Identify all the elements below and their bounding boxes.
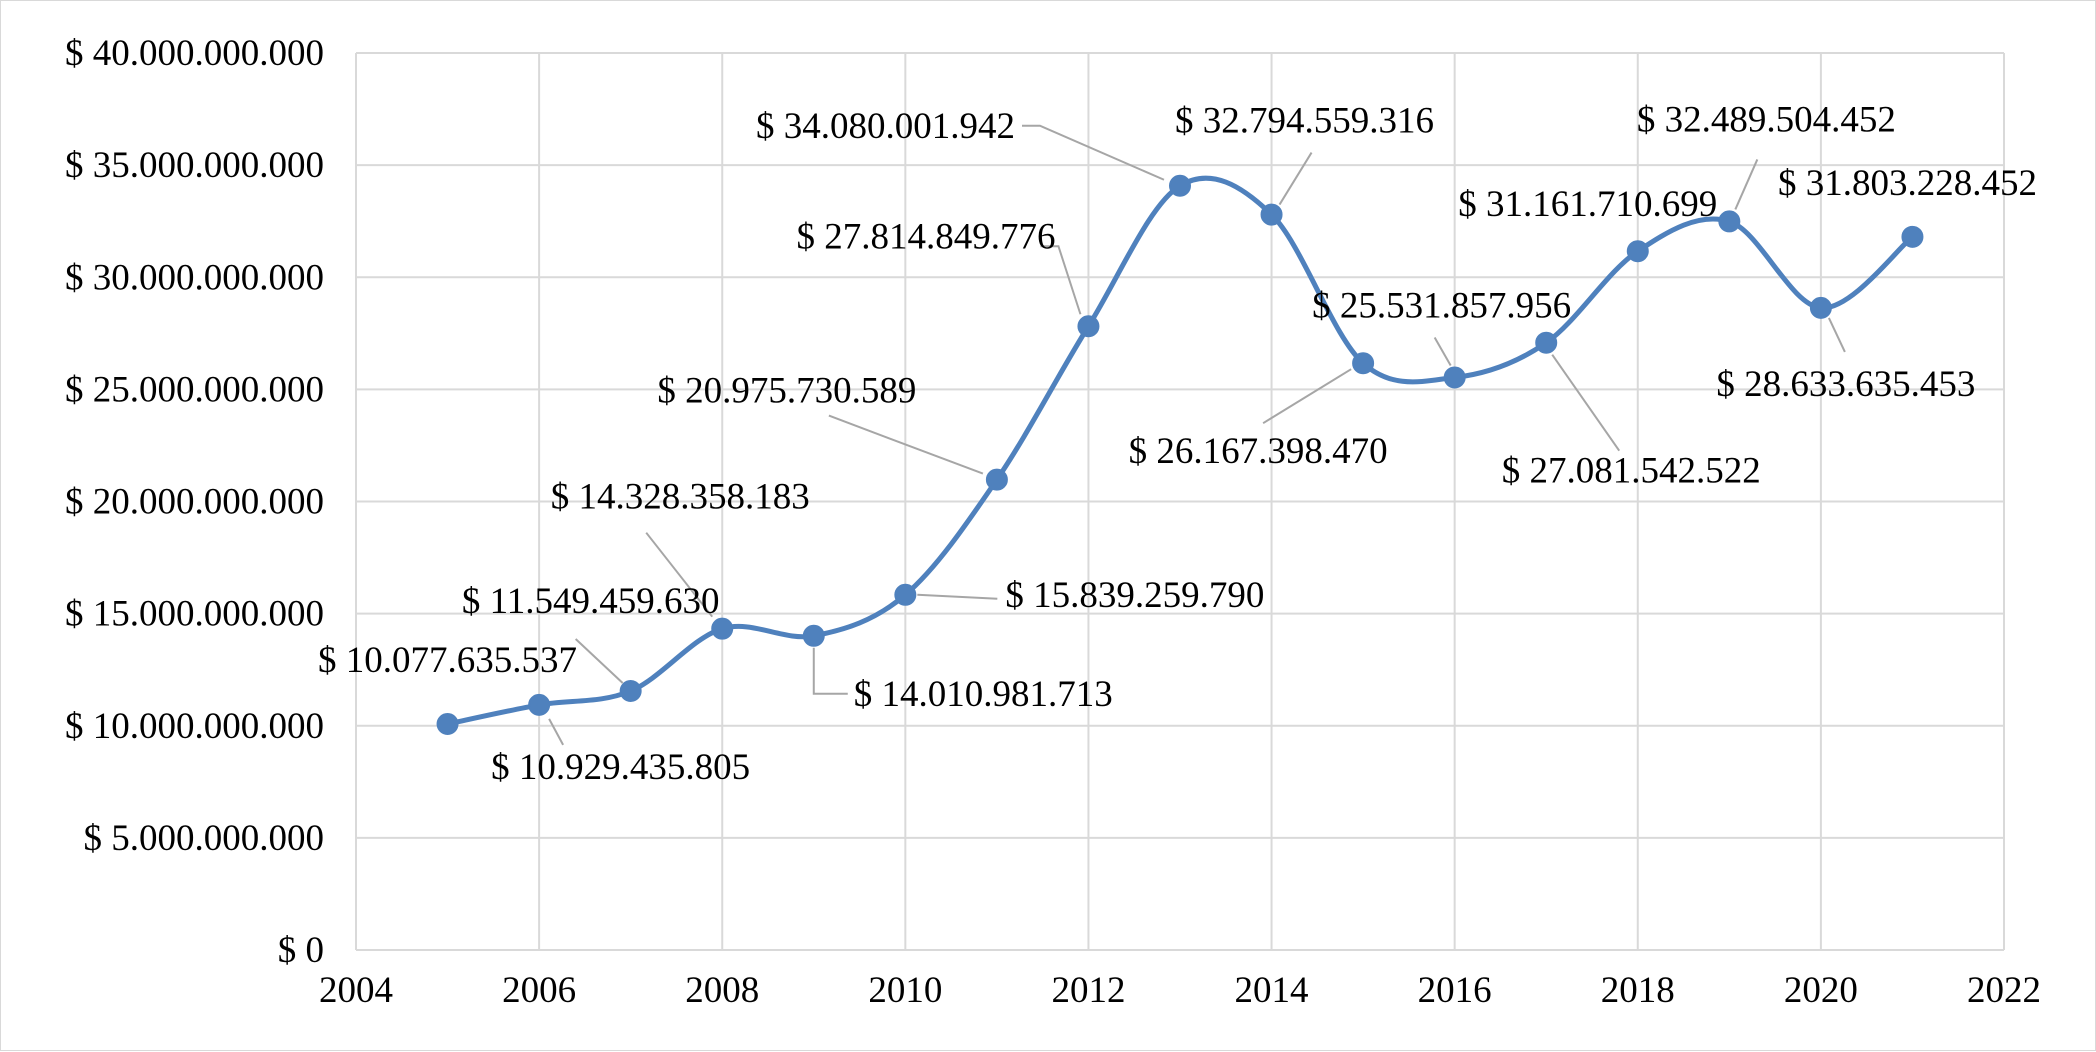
data-point-marker <box>711 617 734 640</box>
data-point-marker <box>1260 203 1283 226</box>
data-label: $ 14.328.358.183 <box>551 477 810 518</box>
label-leader-line <box>1551 354 1621 452</box>
data-point-marker <box>1077 315 1100 338</box>
data-point-marker <box>985 468 1008 491</box>
data-point-marker <box>802 624 825 647</box>
data-labels: $ 10.077.635.537 $ 10.929.435.805 $ 11.549… <box>318 99 2037 787</box>
data-label: $ 11.549.459.630 <box>462 581 720 622</box>
data-point-marker <box>1352 352 1375 375</box>
y-tick-label: $ 5.000.000.000 <box>84 818 325 859</box>
data-label: $ 15.839.259.790 <box>1005 575 1264 616</box>
label-leader-line <box>574 638 624 684</box>
data-point-marker <box>894 583 917 606</box>
label-leader-line <box>917 593 998 600</box>
x-tick-label: 2018 <box>1601 970 1675 1011</box>
y-tick-label: $ 15.000.000.000 <box>65 594 324 635</box>
label-leader-lines <box>548 124 1846 746</box>
data-point-marker <box>1626 240 1649 263</box>
label-leader-line <box>1278 152 1313 206</box>
y-tick-label: $ 20.000.000.000 <box>65 482 324 523</box>
label-leader-line <box>645 532 714 618</box>
data-point-marker <box>1718 210 1741 233</box>
label-leader-line <box>1040 245 1082 315</box>
data-point-marker <box>1901 225 1924 248</box>
label-leader-line <box>1262 368 1352 425</box>
data-point-marker <box>619 680 642 703</box>
axes: $ 0 $ 5.000.000.000 $ 10.000.000.000 $ 15.0… <box>65 33 2041 1011</box>
label-leader-line <box>1827 317 1846 353</box>
label-leader-line <box>812 647 848 695</box>
data-label: $ 27.081.542.522 <box>1502 451 1761 492</box>
y-tick-label: $ 40.000.000.000 <box>65 33 324 74</box>
x-tick-label: 2012 <box>1051 970 1125 1011</box>
x-tick-label: 2008 <box>685 970 759 1011</box>
y-tick-label: $ 0 <box>278 930 324 971</box>
y-tick-label: $ 30.000.000.000 <box>65 257 324 298</box>
data-point-marker <box>436 713 459 736</box>
data-point-marker <box>528 693 551 716</box>
x-tick-label: 2016 <box>1418 970 1492 1011</box>
label-leader-line <box>828 414 984 475</box>
x-tick-label: 2004 <box>319 970 393 1011</box>
data-label: $ 31.803.228.452 <box>1778 163 2037 204</box>
data-point-marker <box>1169 174 1191 197</box>
x-tick-label: 2006 <box>502 970 576 1011</box>
data-label: $ 31.161.710.699 <box>1458 184 1717 225</box>
data-point-marker <box>1809 296 1832 319</box>
data-label: $ 10.077.635.537 <box>318 640 577 681</box>
data-series <box>436 174 1924 736</box>
data-label: $ 28.633.635.453 <box>1716 364 1975 405</box>
data-label: $ 32.489.504.452 <box>1637 99 1896 140</box>
y-tick-label: $ 25.000.000.000 <box>65 369 324 410</box>
x-tick-label: 2010 <box>868 970 942 1011</box>
data-label: $ 26.167.398.470 <box>1129 431 1388 472</box>
data-label: $ 25.531.857.956 <box>1312 285 1571 326</box>
label-leader-line <box>548 718 564 746</box>
y-tick-label: $ 10.000.000.000 <box>65 706 324 747</box>
data-label: $ 32.794.559.316 <box>1175 101 1434 142</box>
data-label: $ 20.975.730.589 <box>657 371 916 412</box>
x-tick-label: 2020 <box>1784 970 1858 1011</box>
data-label: $ 10.929.435.805 <box>491 747 750 788</box>
y-tick-label: $ 35.000.000.000 <box>65 145 324 186</box>
label-leader-line <box>1734 159 1759 210</box>
x-tick-label: 2022 <box>1967 970 2041 1011</box>
label-leader-line <box>1433 336 1452 366</box>
data-label: $ 14.010.981.713 <box>854 674 1113 715</box>
data-label: $ 34.080.001.942 <box>756 106 1015 147</box>
data-point-marker <box>1443 366 1466 389</box>
label-leader-line <box>1022 124 1165 181</box>
data-label: $ 27.814.849.776 <box>796 216 1055 257</box>
x-tick-label: 2014 <box>1235 970 1309 1011</box>
data-point-marker <box>1535 331 1558 354</box>
gridlines <box>355 52 2005 951</box>
